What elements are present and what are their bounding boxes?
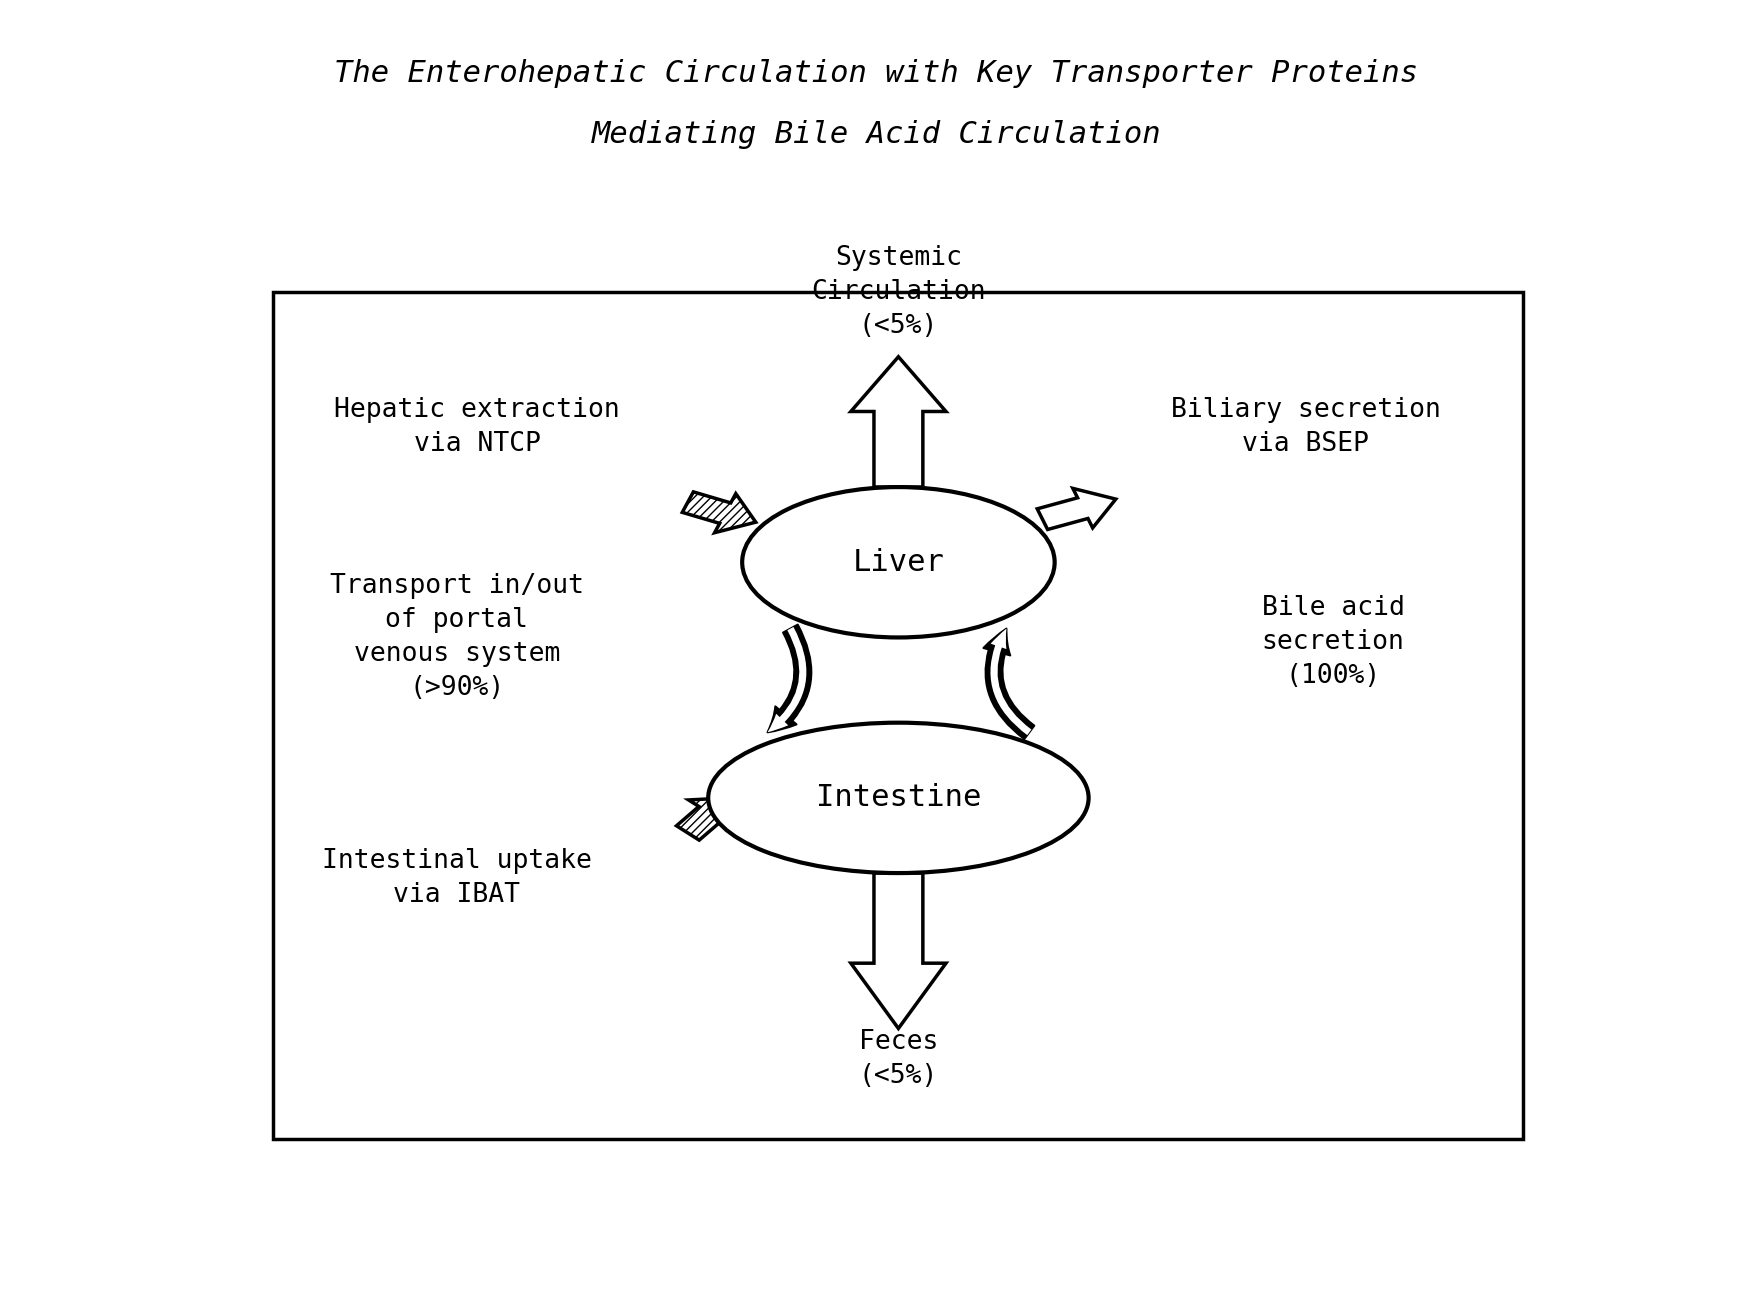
Text: Biliary secretion
via BSEP: Biliary secretion via BSEP	[1171, 397, 1441, 457]
Ellipse shape	[708, 723, 1089, 874]
Polygon shape	[850, 874, 947, 1029]
Text: Hepatic extraction
via NTCP: Hepatic extraction via NTCP	[335, 397, 621, 457]
Text: Bile acid
secretion
(100%): Bile acid secretion (100%)	[1262, 595, 1404, 690]
Polygon shape	[850, 357, 947, 487]
FancyArrowPatch shape	[983, 629, 1034, 740]
Text: Intestinal uptake
via IBAT: Intestinal uptake via IBAT	[323, 848, 593, 907]
Polygon shape	[677, 798, 733, 840]
Text: Transport in/out
of portal
venous system
(>90%): Transport in/out of portal venous system…	[330, 573, 584, 702]
Polygon shape	[682, 492, 756, 533]
Ellipse shape	[742, 487, 1055, 638]
FancyArrowPatch shape	[768, 625, 812, 732]
Text: The Enterohepatic Circulation with Key Transporter Proteins: The Enterohepatic Circulation with Key T…	[335, 59, 1418, 87]
Text: Intestine: Intestine	[815, 784, 982, 812]
Polygon shape	[1038, 488, 1117, 530]
Bar	[273, 292, 1523, 1139]
Text: Systemic
Circulation
(<5%): Systemic Circulation (<5%)	[812, 245, 985, 339]
FancyArrowPatch shape	[768, 628, 806, 732]
Text: Mediating Bile Acid Circulation: Mediating Bile Acid Circulation	[593, 120, 1160, 148]
Text: Feces
(<5%): Feces (<5%)	[859, 1029, 938, 1088]
Text: Liver: Liver	[852, 548, 945, 577]
FancyArrowPatch shape	[990, 629, 1031, 736]
